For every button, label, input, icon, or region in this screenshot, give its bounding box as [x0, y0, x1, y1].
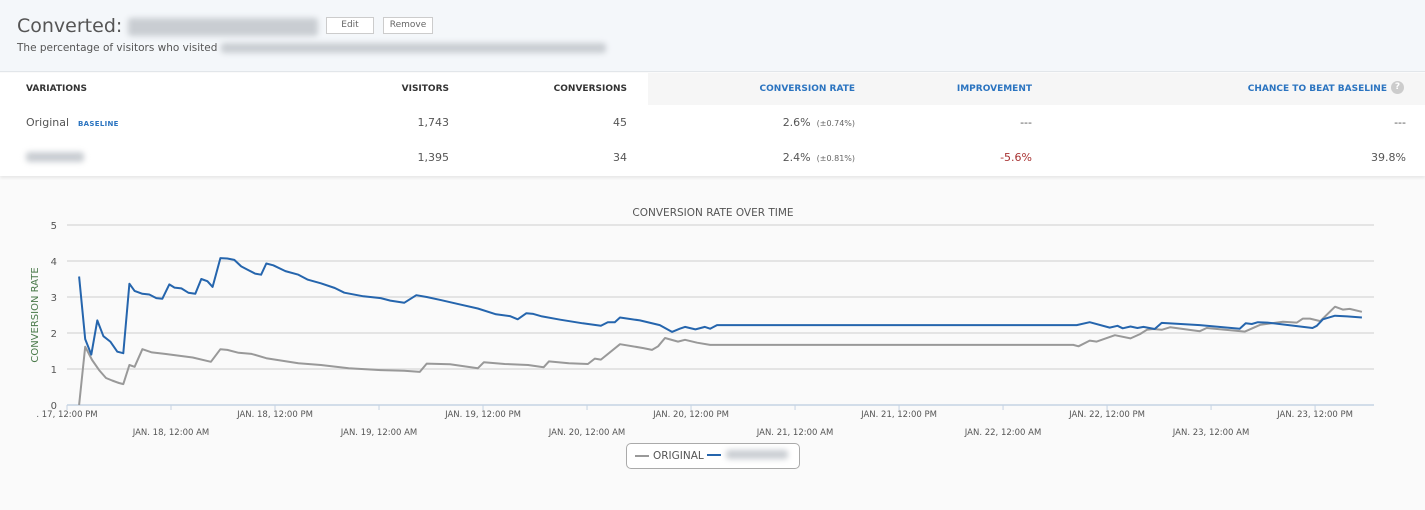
x-tick-label: JAN. 20, 12:00 AM: [548, 428, 626, 438]
rate: 2.6%: [782, 116, 811, 129]
col-chance-to-beat-baseline[interactable]: CHANCE TO BEAT BASELINE: [1247, 84, 1387, 94]
legend-swatch: [635, 455, 649, 457]
help-icon[interactable]: ?: [1391, 81, 1404, 94]
x-tick-label: JAN. 21, 12:00 PM: [860, 410, 937, 420]
improvement-value: -5.6%: [1000, 151, 1032, 164]
chart-legend: ORIGINAL: [626, 443, 800, 469]
x-tick-label: JAN. 19, 12:00 AM: [340, 428, 418, 438]
goal-title: Converted:: [17, 15, 319, 37]
y-tick-label: 4: [51, 257, 57, 268]
baseline-badge: BASELINE: [78, 120, 119, 128]
x-tick-label: JAN. 20, 12:00 PM: [652, 410, 729, 420]
legend-item-original[interactable]: ORIGINAL: [635, 450, 704, 462]
y-tick-label: 3: [51, 293, 57, 304]
x-tick-label: JAN. 18, 12:00 PM: [236, 410, 313, 420]
goal-title-label: Converted:: [17, 15, 123, 37]
x-tick-label: JAN. 22, 12:00 AM: [964, 428, 1042, 438]
legend-item-variation[interactable]: [707, 450, 788, 459]
rate: 2.4%: [782, 151, 811, 164]
results-table: VARIATIONS VISITORS CONVERSIONS CONVERSI…: [0, 73, 1425, 176]
x-tick-label: JAN. 22, 12:00 PM: [1068, 410, 1145, 420]
improvement-value: ---: [1020, 116, 1032, 129]
goal-url-redacted: [220, 43, 606, 53]
conversions-value: 45: [613, 116, 627, 129]
visitors-value: 1,395: [417, 151, 450, 164]
col-improvement[interactable]: IMPROVEMENT: [956, 84, 1032, 94]
x-tick-label: JAN. 23, 12:00 AM: [1172, 428, 1250, 438]
series-line-variation: [78, 257, 1362, 356]
chance-value: 39.8%: [1371, 151, 1406, 164]
goal-description: The percentage of visitors who visited: [17, 42, 606, 54]
x-tick-label: JAN. 18, 12:00 AM: [132, 428, 210, 438]
y-tick-label: 5: [51, 221, 57, 232]
y-tick-label: 0: [51, 401, 57, 412]
goal-name-redacted: [128, 17, 319, 36]
variation-name-redacted: [26, 152, 84, 162]
y-axis-label: CONVERSION RATE: [30, 267, 41, 362]
series-line-original: [78, 305, 1363, 406]
y-tick-label: 2: [51, 329, 57, 340]
visitors-value: 1,743: [417, 116, 450, 129]
remove-button[interactable]: Remove: [383, 17, 433, 34]
interval: (±0.81%): [816, 154, 855, 163]
conversion-rate-value: 2.6% (±0.74%): [783, 116, 855, 129]
chart-title: CONVERSION RATE OVER TIME: [632, 207, 793, 219]
y-tick-label: 1: [51, 365, 57, 376]
interval: (±0.74%): [816, 119, 855, 128]
conversions-value: 34: [613, 151, 627, 164]
goal-description-text: The percentage of visitors who visited: [17, 42, 218, 54]
x-tick-label: JAN. 23, 12:00 PM: [1276, 410, 1353, 420]
edit-button[interactable]: Edit: [326, 17, 374, 34]
x-tick-label: . 17, 12:00 PM: [36, 410, 97, 420]
col-visitors[interactable]: VISITORS: [401, 84, 449, 94]
x-tick-label: JAN. 19, 12:00 PM: [444, 410, 521, 420]
chance-value: ---: [1394, 116, 1406, 129]
goal-header: Converted: Edit Remove The percentage of…: [0, 0, 1425, 72]
col-variations[interactable]: VARIATIONS: [26, 84, 88, 94]
legend-label: ORIGINAL: [653, 450, 704, 462]
conversion-rate-value: 2.4% (±0.81%): [783, 151, 855, 164]
variation-name: Original BASELINE: [26, 116, 119, 129]
col-conversions[interactable]: CONVERSIONS: [553, 84, 627, 94]
variation-name: [26, 152, 84, 165]
col-conversion-rate[interactable]: CONVERSION RATE: [759, 84, 855, 94]
legend-swatch: [707, 453, 721, 456]
header-shade: [648, 73, 1425, 105]
legend-label-redacted: [726, 450, 788, 459]
conversion-rate-chart: CONVERSION RATE OVER TIME 0 1 2 3 4 5 CONVERSIO…: [30, 207, 1374, 438]
variation-name-text: Original: [26, 116, 70, 129]
x-tick-label: JAN. 21, 12:00 AM: [756, 428, 834, 438]
